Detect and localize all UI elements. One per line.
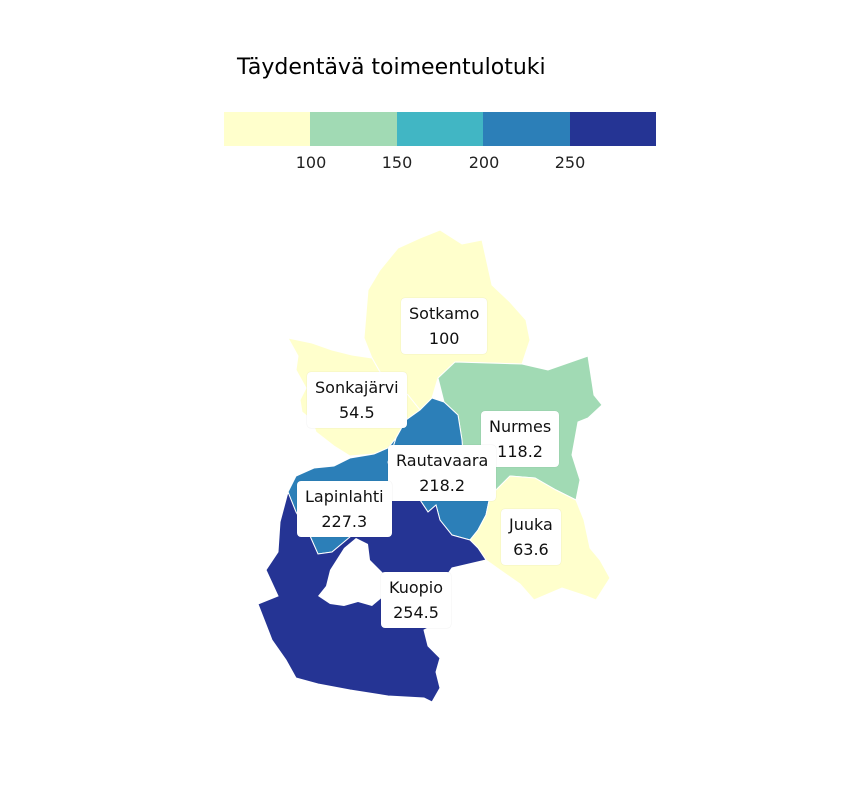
label-name: Sotkamo	[409, 304, 480, 323]
label-name: Juuka	[509, 515, 553, 534]
label-lapinlahti: Lapinlahti 227.3	[297, 481, 392, 537]
label-sonkajarvi: Sonkajärvi 54.5	[307, 372, 407, 428]
legend-swatch-4	[483, 112, 570, 146]
legend-swatch-5	[569, 112, 657, 146]
legend-tick: 150	[381, 153, 413, 172]
label-kuopio: Kuopio 254.5	[381, 572, 452, 628]
lake-shape	[318, 538, 392, 606]
label-name: Kuopio	[389, 578, 444, 597]
label-value: 118.2	[497, 442, 543, 461]
label-rautavaara: Rautavaara 218.2	[388, 445, 497, 501]
label-name: Nurmes	[489, 417, 552, 436]
label-sotkamo: Sotkamo 100	[401, 298, 488, 354]
map-title: Täydentävä toimeentulotuki	[237, 55, 546, 80]
legend-swatch-1	[224, 112, 311, 146]
label-value: 218.2	[419, 476, 466, 495]
color-legend	[224, 112, 657, 146]
label-value: 54.5	[339, 403, 375, 422]
label-name: Sonkajärvi	[315, 378, 399, 397]
legend-tick: 100	[295, 153, 327, 172]
label-juuka: Juuka 63.6	[501, 509, 561, 565]
legend-tick: 250	[554, 153, 586, 172]
label-value: 63.6	[513, 540, 549, 559]
label-nurmes: Nurmes 118.2	[481, 411, 560, 467]
label-name: Lapinlahti	[305, 487, 384, 506]
legend-tick: 200	[468, 153, 500, 172]
legend-swatch-3	[396, 112, 484, 146]
label-value: 100	[428, 329, 460, 348]
legend-swatch-2	[310, 112, 397, 146]
label-name: Rautavaara	[396, 451, 489, 470]
label-value: 227.3	[321, 512, 368, 531]
label-value: 254.5	[393, 603, 439, 622]
